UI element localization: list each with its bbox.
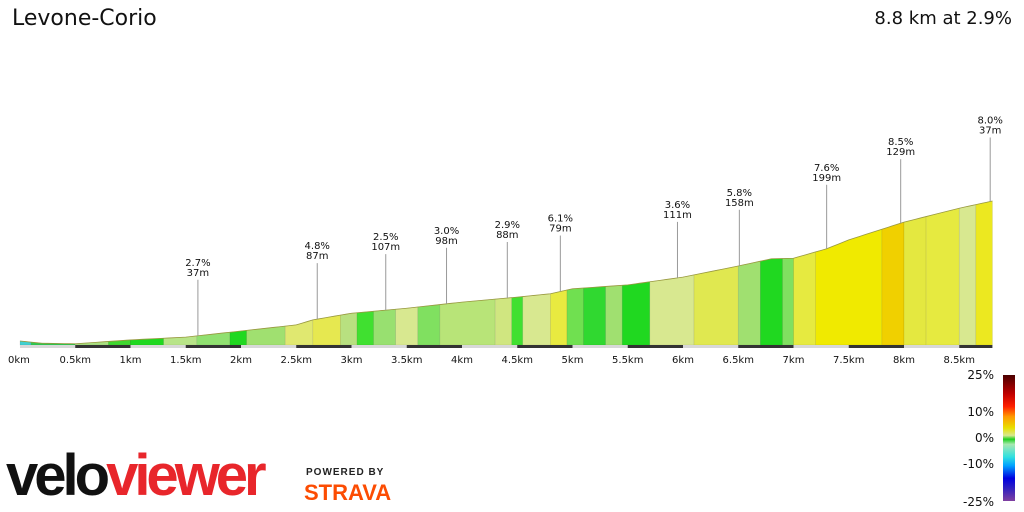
veloviewer-logo: veloviewer xyxy=(6,443,267,508)
gradient-segment xyxy=(693,265,739,346)
annotation-length: 87m xyxy=(306,251,328,262)
x-tick-label: 5.5km xyxy=(612,355,643,366)
profile-outline xyxy=(19,200,993,345)
x-tick-label: 3.5km xyxy=(391,355,422,366)
strava-logo: STRAVA xyxy=(304,480,392,505)
annotation-grade: 3.0% xyxy=(434,226,459,237)
x-tick-label: 6.5km xyxy=(723,355,754,366)
legend-label: -10% xyxy=(962,457,994,471)
x-tick-label: 6km xyxy=(672,355,694,366)
gradient-segment xyxy=(782,257,794,346)
km-marker-bar xyxy=(738,345,794,348)
x-tick-label: 8.5km xyxy=(944,355,975,366)
annotation-length: 88m xyxy=(496,230,518,241)
gradient-segment xyxy=(229,330,247,346)
gradient-segment xyxy=(373,308,397,346)
annotation-length: 37m xyxy=(979,125,1001,136)
annotation-grade: 8.0% xyxy=(977,115,1002,126)
gradient-color-scale xyxy=(1003,375,1015,501)
gradient-segment xyxy=(737,260,761,346)
annotation-grade: 8.5% xyxy=(888,137,913,148)
x-tick-label: 3km xyxy=(341,355,363,366)
gradient-segment xyxy=(760,258,783,346)
x-tick-label: 0km xyxy=(8,355,30,366)
x-tick-label: 2.5km xyxy=(281,355,312,366)
km-marker-bar xyxy=(75,345,131,348)
legend-label: 25% xyxy=(967,368,994,382)
x-tick-label: 0.5km xyxy=(60,355,91,366)
legend-label: 10% xyxy=(967,405,994,419)
x-tick-label: 1km xyxy=(120,355,142,366)
gradient-segment xyxy=(550,289,568,346)
elevation-profile-chart: 0km 0.5km 1km 1.5km 2km 2.5km 3km 3.5km 4km 4.5km… xyxy=(8,115,1003,366)
x-tick-label: 8km xyxy=(893,355,915,366)
x-tick-label: 2km xyxy=(230,355,252,366)
gradient-segment xyxy=(522,293,551,346)
x-tick-label: 4km xyxy=(451,355,473,366)
legend-label: 0% xyxy=(974,431,994,445)
gradient-segment xyxy=(246,325,286,346)
km-marker-bar xyxy=(406,345,462,348)
annotation-length: 111m xyxy=(663,210,692,221)
x-tick-label: 7.5km xyxy=(833,355,864,366)
km-marker-bar xyxy=(848,345,904,348)
annotation-length: 199m xyxy=(812,173,841,184)
annotation-grade: 2.7% xyxy=(185,258,210,269)
gradient-segment xyxy=(566,287,584,346)
gradient-segment xyxy=(583,286,606,346)
gradient-segment xyxy=(881,221,905,346)
gradient-segment xyxy=(815,228,883,346)
annotation-grade: 2.9% xyxy=(495,220,520,231)
x-tick-label: 5km xyxy=(562,355,584,366)
annotation-grade: 4.8% xyxy=(305,241,330,252)
annotation-length: 98m xyxy=(435,236,457,247)
gradient-segment xyxy=(395,306,419,346)
x-tick-label: 4.5km xyxy=(502,355,533,366)
x-tick-label: 7km xyxy=(783,355,805,366)
annotation-grade: 7.6% xyxy=(814,163,839,174)
annotation-grade: 6.1% xyxy=(548,214,573,225)
gradient-segment xyxy=(340,312,358,346)
annotation-length: 158m xyxy=(725,198,754,209)
legend-label: -25% xyxy=(962,495,994,509)
gradient-segment xyxy=(903,216,927,346)
km-marker-bar xyxy=(185,345,241,348)
gradient-segment xyxy=(649,274,695,346)
annotation-grade: 2.5% xyxy=(373,232,398,243)
annotation-grade: 3.6% xyxy=(665,200,690,211)
gradient-segment xyxy=(925,207,960,346)
gradient-segment xyxy=(793,251,816,346)
annotation-length: 79m xyxy=(549,224,571,235)
gradient-segment xyxy=(975,200,993,346)
gradient-segment xyxy=(494,297,513,346)
distance-axis xyxy=(20,345,993,348)
gradient-segment xyxy=(605,284,623,346)
gradient-segment xyxy=(439,298,496,346)
km-marker-bar xyxy=(517,345,573,348)
powered-by-text: POWERED BY xyxy=(306,467,385,478)
x-tick-label: 1.5km xyxy=(170,355,201,366)
annotation-grade: 5.8% xyxy=(727,188,752,199)
gradient-segment xyxy=(511,296,524,346)
segment-title: Levone-Corio xyxy=(12,6,157,31)
gradient-segment xyxy=(621,281,651,346)
segment-summary: 8.8 km at 2.9% xyxy=(874,8,1012,29)
km-marker-bar xyxy=(627,345,683,348)
gradient-segment xyxy=(958,204,977,346)
km-marker-bar xyxy=(959,345,993,348)
km-marker-bar xyxy=(296,345,352,348)
gradient-segment xyxy=(356,310,374,346)
gradient-segment xyxy=(417,304,441,346)
annotation-length: 37m xyxy=(187,268,209,279)
annotation-length: 129m xyxy=(886,147,915,158)
annotation-length: 107m xyxy=(371,242,400,253)
gradient-segment xyxy=(312,314,341,346)
